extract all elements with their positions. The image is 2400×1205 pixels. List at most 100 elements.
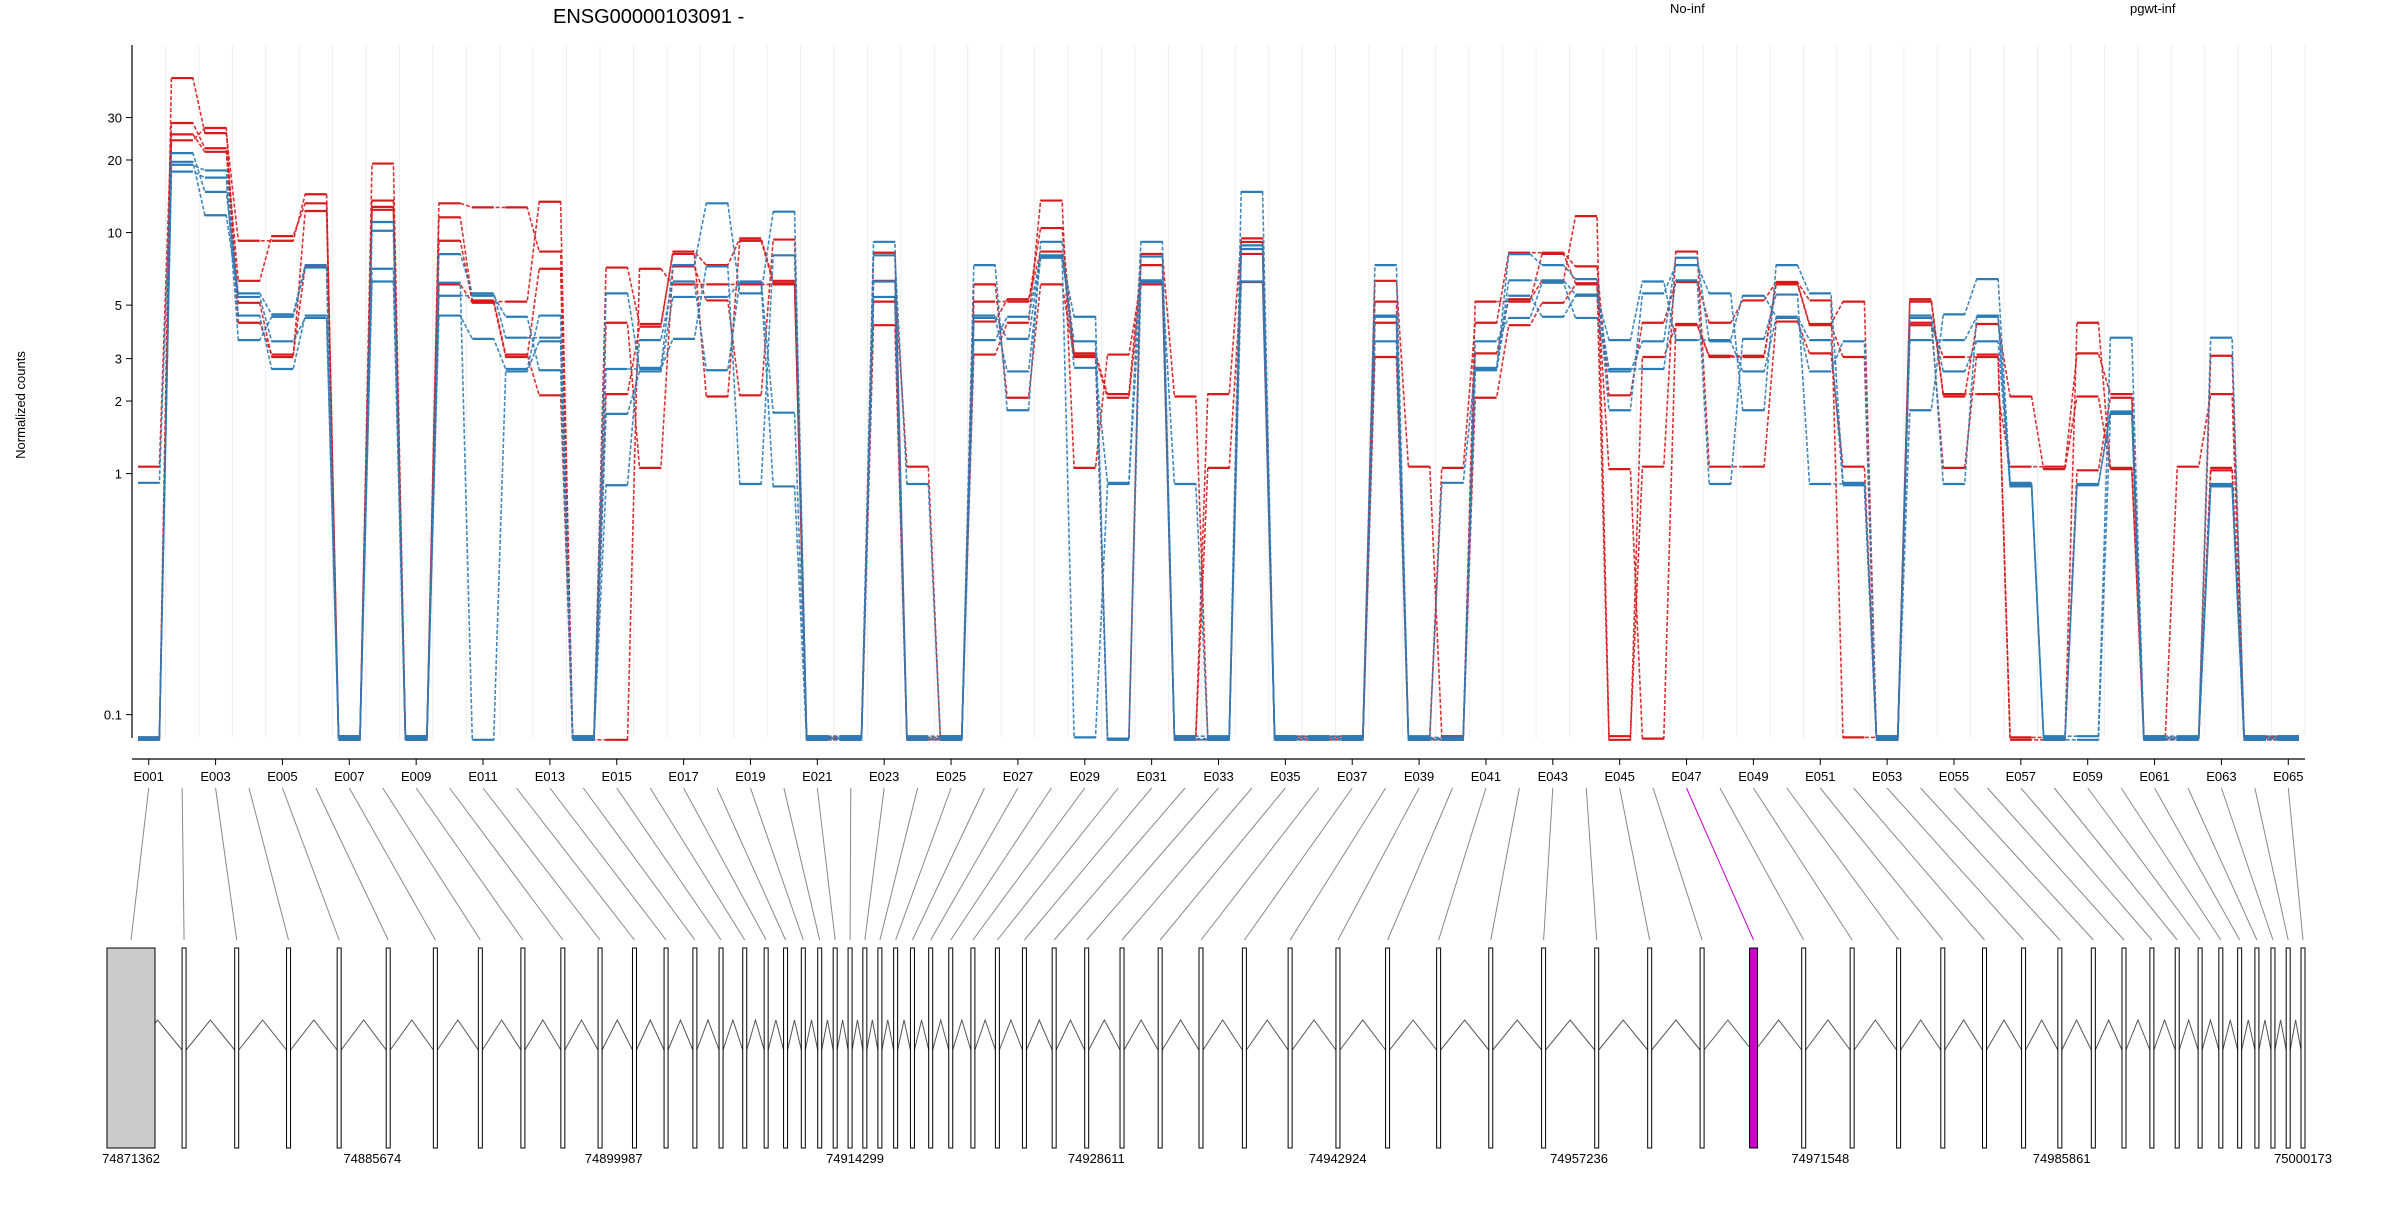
exon-box (2121, 947, 2127, 1149)
exon-box (597, 947, 603, 1149)
exon-box (1594, 947, 1600, 1149)
legend-no-inf: No-inf (1670, 1, 1705, 16)
exon-connector (415, 787, 524, 941)
exon-label: E059 (2073, 769, 2103, 784)
intron-line (804, 1019, 819, 1051)
intron-line (851, 1019, 864, 1051)
intron-line (2061, 1018, 2092, 1051)
y-tick-label: 3 (115, 352, 122, 367)
exon-label: E047 (1671, 769, 1701, 784)
exon-connector (1159, 787, 1286, 941)
exon-connector (2120, 787, 2222, 941)
exon-box (1335, 947, 1341, 1149)
exon-connector (1987, 787, 2125, 941)
intron-line (1123, 1018, 1159, 1051)
exon-box (2057, 947, 2063, 1149)
exon-box (2254, 947, 2260, 1149)
exon-box (1021, 947, 1027, 1149)
exon-connector (348, 787, 436, 941)
exon-connector (1543, 787, 1554, 941)
exon-connector (215, 787, 238, 941)
exon-label: E043 (1538, 769, 1568, 784)
intron-line (636, 1018, 665, 1051)
intron-line (601, 1018, 633, 1051)
series-line-no-inf (138, 127, 2299, 739)
exon-box (181, 947, 187, 1149)
exon-box (909, 947, 915, 1149)
intron-line (436, 1019, 479, 1051)
exon-label: E057 (2006, 769, 2036, 784)
intron-line (1755, 1019, 1803, 1051)
genomic-coordinate-label: 74957236 (1550, 1151, 1608, 1166)
exon-label: E027 (1003, 769, 1033, 784)
exon-box (948, 947, 954, 1149)
intron-line (1703, 1019, 1752, 1051)
exon-connector (716, 787, 787, 941)
exon-connector (130, 787, 150, 941)
exon-connector (864, 787, 885, 941)
exon-box (520, 947, 526, 1149)
exon-connector (895, 787, 952, 941)
exon-box (2090, 947, 2096, 1149)
exon-label: E039 (1404, 769, 1434, 784)
intron-line (952, 1018, 972, 1051)
exon-connector (1953, 787, 2094, 941)
exon-box (1051, 947, 1057, 1149)
exon-label: E045 (1604, 769, 1634, 784)
intron-line (1651, 1019, 1701, 1051)
exon-connector (972, 787, 1086, 941)
y-tick-label: 30 (108, 111, 122, 126)
exon-connector (1619, 787, 1651, 941)
exon-connector (1853, 787, 1985, 941)
exon-box (385, 947, 391, 1149)
exon-connector (2020, 787, 2153, 941)
series-line-pgwt-inf (138, 170, 2299, 740)
exon-label: E023 (869, 769, 899, 784)
exon-connector (582, 787, 696, 941)
intron-line (1944, 1019, 1983, 1051)
genomic-coordinate-label: 74942924 (1309, 1151, 1367, 1166)
exon-connector (1289, 787, 1387, 941)
exon-connector (996, 787, 1119, 941)
exon-label: E013 (535, 769, 565, 784)
exon-box (763, 947, 769, 1149)
exon-label: E009 (401, 769, 431, 784)
exon-box (663, 947, 669, 1149)
intron-line (1986, 1019, 2022, 1051)
intron-line (998, 1018, 1023, 1051)
intron-line (2258, 1019, 2272, 1051)
exon-box (336, 947, 342, 1149)
intron-line (2241, 1019, 2256, 1051)
exon-label: E041 (1471, 769, 1501, 784)
y-axis-label: Normalized counts (13, 351, 28, 459)
exon-connector (1438, 787, 1487, 941)
exon-label: E007 (334, 769, 364, 784)
exon-connector (2187, 787, 2258, 941)
exon-box (800, 947, 806, 1149)
exon-box (928, 947, 934, 1149)
series-line-pgwt-inf (138, 152, 2299, 737)
highlighted-exon-box (1749, 947, 1759, 1149)
exon-box (1198, 947, 1204, 1149)
intron-line (836, 1019, 849, 1051)
series-line-pgwt-inf (138, 164, 2299, 739)
genomic-coordinate-label: 75000173 (2274, 1151, 2332, 1166)
exon-label: E065 (2273, 769, 2303, 784)
exon-connector (1652, 787, 1703, 941)
exon-box (286, 947, 292, 1149)
exon-connector (1121, 787, 1253, 941)
exon-connector (449, 787, 564, 941)
gene-model: 74871362 74885674 74899987 74914299 74928611… (102, 947, 2332, 1166)
intron-line (746, 1018, 765, 1051)
exon-label: E017 (668, 769, 698, 784)
exon-box (718, 947, 724, 1149)
exon-connector (616, 787, 722, 941)
exon-connector (930, 787, 1019, 941)
intron-line (1545, 1019, 1596, 1051)
exon-connector (849, 787, 852, 941)
intron-line (1598, 1019, 1649, 1051)
y-tick-label: 2 (115, 394, 122, 409)
intron-line (787, 1019, 802, 1051)
exon-box (1385, 947, 1391, 1149)
y-tick-label: 20 (108, 153, 122, 168)
